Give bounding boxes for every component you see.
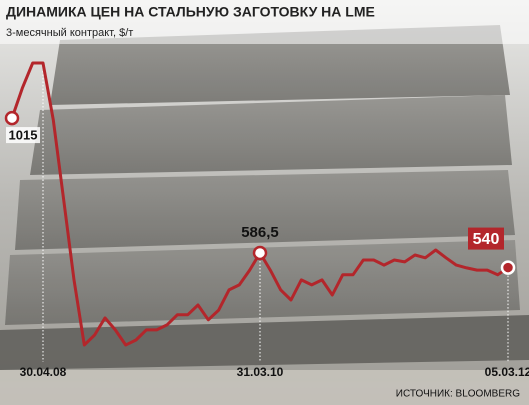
point-marker	[500, 260, 516, 275]
x-tick-label: 05.03.12	[485, 365, 529, 379]
chart-subtitle: 3-месячный контракт, $/т	[6, 27, 133, 39]
value-label: 586,5	[241, 224, 279, 241]
value-label: 1015	[9, 128, 38, 143]
value-label: 540	[473, 231, 500, 248]
x-tick-label: 30.04.08	[20, 365, 67, 379]
label-box	[6, 127, 40, 144]
header-band	[0, 0, 529, 44]
point-marker	[4, 110, 20, 126]
point-marker	[252, 245, 268, 261]
photo-slabs	[0, 25, 529, 405]
x-tick-label: 31.03.10	[237, 365, 284, 379]
source: ИСТОЧНИК: BLOOMBERG	[396, 389, 520, 400]
chart-title: ДИНАМИКА ЦЕН НА СТАЛЬНУЮ ЗАГОТОВКУ НА LM…	[6, 4, 375, 20]
label-box	[468, 227, 504, 250]
